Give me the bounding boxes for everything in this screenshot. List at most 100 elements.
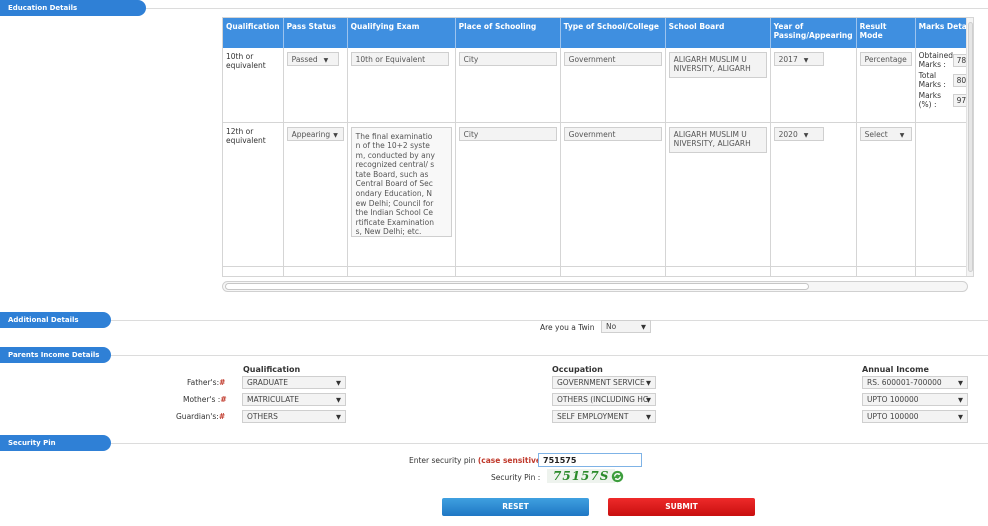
year-value: 2020 [778, 129, 798, 139]
pass-status-cell: Passed ▼ [283, 48, 348, 123]
table-row: 12th or equivalent Appearing ▼ The final … [223, 122, 973, 267]
qualifying-exam-input[interactable]: 10th or Equivalent [350, 52, 449, 66]
school-board-field[interactable]: ALIGARH MUSLIM U NIVERSITY, ALIGARH [668, 126, 767, 153]
empty-cell [770, 266, 857, 276]
school-type-cell: Government [560, 122, 666, 267]
pass-status-select[interactable]: Appearing ▼ [286, 126, 344, 141]
father-qualification-select[interactable]: GRADUATE ▼ [242, 376, 346, 389]
col-header-qualification: Qualification [223, 18, 284, 48]
result-mode-select[interactable]: Percentage [859, 52, 912, 66]
col-header-school-type: Type of School/College [560, 18, 666, 48]
year-value: 2017 [778, 55, 798, 64]
board-cell: ALIGARH MUSLIM U NIVERSITY, ALIGARH [665, 122, 771, 267]
col-header-place: Place of Schooling [455, 18, 561, 48]
section-tab-education: Education Details [0, 0, 146, 16]
col-header-marks: Marks Detail [915, 18, 973, 48]
school-type-input[interactable]: Government [563, 126, 662, 141]
place-of-schooling-input[interactable]: City [458, 52, 557, 66]
mother-label: Mother's :# [183, 395, 227, 404]
mother-qualification-select[interactable]: MATRICULATE ▼ [242, 393, 346, 406]
guardian-label-text: Guardian's: [176, 412, 219, 421]
qualifying-exam-textarea[interactable]: The final examinatio n of the 10+2 syste… [350, 126, 452, 237]
empty-cell [223, 266, 284, 276]
security-pin-prompt: Enter security pin (case sensitive) : [409, 456, 549, 465]
guardian-occupation-value: SELF EMPLOYMENT [557, 412, 629, 421]
board-cell: ALIGARH MUSLIM U NIVERSITY, ALIGARH [665, 48, 771, 123]
horizontal-scrollbar[interactable] [222, 281, 968, 292]
vertical-scrollbar-thumb[interactable] [968, 22, 973, 272]
father-label: Father's:# [187, 378, 225, 387]
year-select[interactable]: 2020 ▼ [773, 126, 824, 141]
pass-status-select[interactable]: Passed ▼ [286, 52, 339, 66]
empty-cell [560, 266, 666, 276]
empty-cell [665, 266, 771, 276]
guardian-income-select[interactable]: UPTO 100000 ▼ [862, 410, 968, 423]
year-select[interactable]: 2017 ▼ [773, 52, 824, 66]
horizontal-scrollbar-thumb[interactable] [225, 283, 809, 290]
security-pin-input[interactable]: 751575 [538, 453, 642, 467]
chevron-down-icon: ▼ [641, 323, 646, 331]
result-mode-select[interactable]: Select ▼ [859, 126, 912, 141]
school-type-cell: Government [560, 48, 666, 123]
required-mark: # [220, 395, 227, 404]
education-table-container: Qualification Pass Status Qualifying Exa… [222, 17, 974, 277]
year-cell: 2017 ▼ [770, 48, 857, 123]
chevron-down-icon: ▼ [323, 57, 329, 64]
chevron-down-icon: ▼ [899, 131, 905, 139]
col-header-result-mode: Result Mode [856, 18, 916, 48]
father-occupation-select[interactable]: GOVERNMENT SERVICE ▼ [552, 376, 656, 389]
section-divider [111, 320, 988, 321]
marks-percent-label: Marks (%) : [918, 91, 942, 109]
empty-cell [455, 266, 561, 276]
guardian-label: Guardian's:# [176, 412, 225, 421]
guardian-qualification-value: OTHERS [247, 412, 278, 421]
empty-cell [915, 266, 973, 276]
refresh-icon[interactable] [611, 470, 624, 483]
place-cell: City [455, 122, 561, 267]
father-income-value: RS. 600001-700000 [867, 378, 942, 387]
place-cell: City [455, 48, 561, 123]
col-header-qualification: Qualification [243, 365, 301, 374]
qualification-cell: 10th or equivalent [223, 48, 284, 123]
security-pin-label: Security Pin : [491, 473, 541, 482]
mother-occupation-select[interactable]: OTHERS (INCLUDING HC ▼ [552, 393, 656, 406]
father-income-select[interactable]: RS. 600001-700000 ▼ [862, 376, 968, 389]
chevron-down-icon: ▼ [336, 379, 341, 387]
col-header-board: School Board [665, 18, 771, 48]
result-mode-value: Select [864, 129, 888, 139]
mother-label-text: Mother's : [183, 395, 221, 404]
section-divider [111, 443, 988, 444]
chevron-down-icon: ▼ [958, 396, 963, 404]
place-of-schooling-input[interactable]: City [458, 126, 557, 141]
qualification-cell: 12th or equivalent [223, 122, 284, 267]
chevron-down-icon: ▼ [958, 379, 963, 387]
school-board-field[interactable]: ALIGARH MUSLIM U NIVERSITY, ALIGARH [668, 52, 767, 78]
marks-obtained-label: Obtained Marks : [918, 51, 954, 69]
exam-cell: The final examinatio n of the 10+2 syste… [347, 122, 456, 267]
twin-label: Are you a Twin [540, 323, 595, 332]
exam-cell: 10th or Equivalent [347, 48, 456, 123]
school-type-input[interactable]: Government [563, 52, 662, 66]
chevron-down-icon: ▼ [336, 396, 341, 404]
result-mode-cell: Select ▼ [856, 122, 916, 267]
twin-select[interactable]: No ▼ [601, 320, 651, 333]
mother-income-value: UPTO 100000 [867, 395, 919, 404]
empty-cell [347, 266, 456, 276]
col-header-qualifying-exam: Qualifying Exam [347, 18, 456, 48]
chevron-down-icon: ▼ [333, 131, 338, 139]
pass-status-value: Passed [291, 55, 318, 64]
chevron-down-icon: ▼ [646, 379, 651, 387]
guardian-qualification-select[interactable]: OTHERS ▼ [242, 410, 346, 423]
mother-income-select[interactable]: UPTO 100000 ▼ [862, 393, 968, 406]
father-label-text: Father's: [187, 378, 220, 387]
vertical-scrollbar[interactable] [966, 18, 973, 276]
submit-button[interactable]: SUBMIT [608, 498, 755, 516]
guardian-occupation-select[interactable]: SELF EMPLOYMENT ▼ [552, 410, 656, 423]
empty-cell [856, 266, 916, 276]
reset-button[interactable]: RESET [442, 498, 589, 516]
section-divider [111, 355, 988, 356]
section-tab-additional: Additional Details [0, 312, 111, 328]
result-mode-cell: Percentage [856, 48, 916, 123]
mother-qualification-value: MATRICULATE [247, 395, 299, 404]
captcha-image: 75157S [547, 469, 616, 483]
